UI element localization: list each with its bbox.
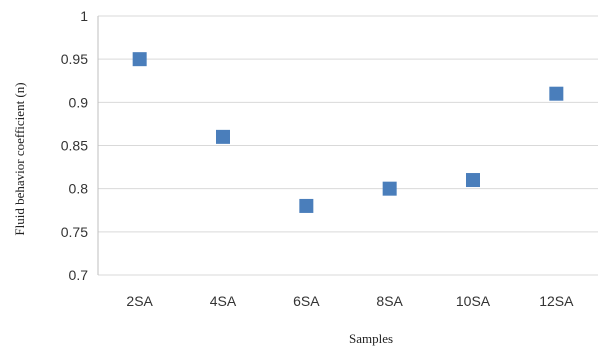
x-axis-title: Samples [349,331,393,346]
y-tick-label: 0.85 [61,138,88,154]
x-tick-label: 12SA [539,293,574,309]
y-tick-label: 0.9 [69,94,89,110]
x-tick-label: 8SA [376,293,403,309]
y-tick-label: 0.95 [61,51,88,67]
data-points [132,52,564,213]
x-tick-label: 4SA [210,293,237,309]
x-tick-labels: 2SA 4SA 6SA 8SA 10SA 12SA [126,293,574,309]
y-tick-labels: 0.7 0.75 0.8 0.85 0.9 0.95 1 [61,8,88,283]
x-tick-label: 10SA [456,293,491,309]
y-tick-label: 0.7 [69,267,89,283]
gridlines [97,15,598,276]
y-tick-label: 0.8 [69,181,89,197]
data-point [466,173,480,188]
data-point [216,129,230,144]
y-axis-title: Fluid behavior coefficient (n) [12,82,27,235]
x-tick-label: 6SA [293,293,320,309]
y-tick-label: 0.75 [61,224,88,240]
data-point [549,86,564,101]
x-tick-label: 2SA [126,293,153,309]
data-point [382,181,397,196]
y-tick-label: 1 [80,8,88,24]
data-point [299,198,314,213]
data-point [132,52,147,67]
